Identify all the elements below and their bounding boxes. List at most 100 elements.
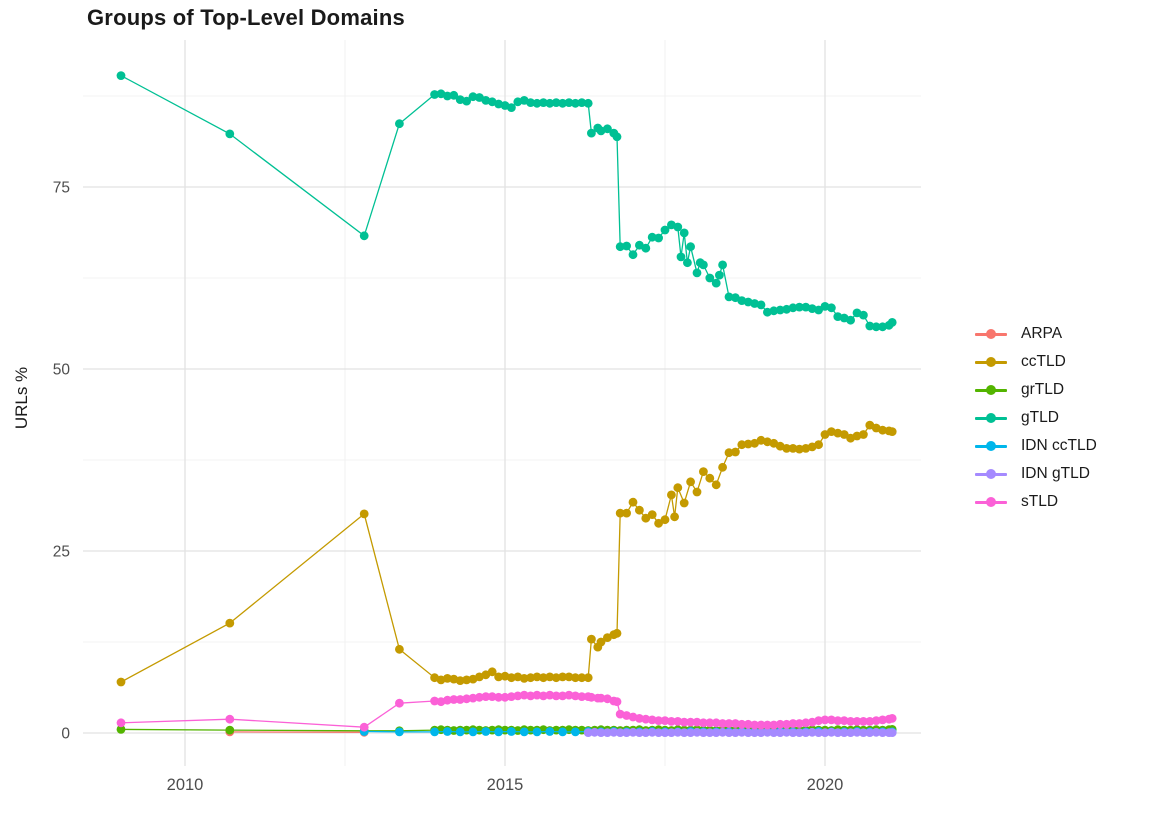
data-point-stld [571, 691, 580, 701]
data-point-gtld [865, 321, 875, 331]
data-point-gtld [686, 242, 695, 252]
data-point-cctld [551, 673, 561, 683]
gridlines-major [83, 40, 921, 766]
data-point-stld [814, 716, 823, 725]
data-point-idn-gtld [878, 728, 887, 737]
legend-key-icon [975, 413, 1007, 423]
data-point-gtld [615, 242, 625, 252]
data-point-cctld [839, 430, 849, 439]
series-stld [116, 690, 897, 732]
legend-key-icon [975, 329, 1007, 339]
data-point-stld [820, 715, 830, 725]
data-point-idn-gtld [609, 727, 619, 737]
data-point-stld [545, 690, 555, 700]
data-point-stld [500, 692, 510, 702]
legend-item-cctld: ccTLD [975, 348, 1097, 376]
data-point-gtld [468, 92, 478, 102]
data-point-stld [116, 718, 126, 728]
legend-key-icon [975, 469, 1007, 479]
data-point-idn-gtld [820, 728, 830, 737]
data-point-cctld [519, 674, 529, 683]
data-point-gtld [532, 98, 542, 108]
data-point-gtld [718, 260, 727, 270]
data-point-stld [430, 696, 439, 706]
data-point-stld [865, 717, 875, 726]
data-point-idn-cctld [558, 727, 567, 737]
data-point-gtld [395, 119, 404, 129]
data-point-gtld [660, 225, 670, 235]
data-point-cctld [583, 673, 593, 683]
data-point-gtld [551, 98, 561, 107]
data-point-cctld [443, 674, 452, 683]
data-point-stld [641, 714, 651, 724]
data-point-cctld [455, 676, 465, 685]
data-point-stld [577, 692, 587, 701]
data-point-stld [750, 720, 759, 730]
data-point-idn-gtld [590, 727, 599, 737]
data-point-cctld [647, 510, 657, 519]
data-point-gtld [583, 98, 593, 108]
data-point-idn-cctld [395, 727, 404, 737]
legend-item-idn-gtld: IDN gTLD [975, 460, 1097, 488]
data-point-cctld [545, 672, 555, 682]
data-point-idn-gtld [686, 728, 695, 737]
data-point-gtld [539, 98, 548, 107]
data-point-cctld [795, 444, 804, 454]
data-point-gtld [705, 273, 715, 283]
data-point-gtld [775, 305, 785, 315]
y-tick-label: 25 [53, 544, 70, 561]
chart-title: Groups of Top-Level Domains [87, 5, 405, 30]
data-point-stld [769, 720, 779, 730]
data-point-idn-gtld [763, 727, 772, 737]
data-point-idn-gtld [750, 728, 759, 737]
data-point-stld [788, 719, 798, 728]
data-point-stld [699, 718, 708, 728]
legend-key-icon [975, 385, 1007, 395]
legend-item-stld: sTLD [975, 488, 1097, 516]
data-point-idn-gtld [583, 728, 593, 737]
data-point-stld [526, 691, 535, 701]
data-point-stld [654, 716, 663, 725]
series-idn-gtld [583, 727, 897, 737]
data-point-cctld [743, 439, 753, 449]
data-point-gtld [225, 129, 235, 139]
data-point-gtld [692, 268, 702, 278]
axis-tick-labels: 2010 2015 2020 0 25 50 75 [53, 180, 844, 795]
data-point-stld [852, 717, 862, 726]
data-point-stld [660, 716, 670, 725]
data-point-idn-gtld [827, 727, 836, 737]
data-point-idn-cctld [545, 727, 555, 736]
data-point-idn-gtld [724, 728, 734, 737]
data-point-cctld [622, 508, 631, 518]
data-point-stld [887, 714, 897, 723]
legend-key-icon [975, 357, 1007, 367]
y-tick-label: 0 [61, 726, 70, 743]
data-point-idn-gtld [718, 727, 727, 737]
data-point-idn-gtld [846, 728, 855, 737]
data-point-stld [596, 693, 606, 703]
data-point-gtld [711, 278, 721, 288]
x-tick-label: 2015 [487, 776, 524, 794]
data-point-idn-gtld [622, 728, 631, 737]
data-point-cctld [686, 477, 695, 487]
data-point-stld [475, 692, 484, 702]
data-point-gtld [558, 98, 567, 108]
data-point-gtld [654, 233, 663, 243]
data-point-cctld [878, 425, 887, 435]
data-point-idn-gtld [660, 728, 670, 737]
series-gtld [116, 71, 897, 332]
data-point-gtld [676, 252, 686, 262]
data-point-gtld [641, 243, 651, 253]
data-point-stld [871, 716, 881, 725]
data-point-gtld [683, 258, 692, 268]
data-point-cctld [692, 487, 702, 497]
data-point-stld [839, 716, 849, 725]
legend-item-grtld: grTLD [975, 376, 1097, 404]
data-point-stld [833, 716, 843, 725]
data-point-gtld [788, 303, 798, 313]
data-point-stld [795, 719, 804, 728]
data-point-gtld [430, 90, 439, 99]
data-point-gtld [462, 96, 471, 106]
data-point-idn-gtld [743, 728, 753, 737]
data-point-gtld [795, 302, 804, 312]
